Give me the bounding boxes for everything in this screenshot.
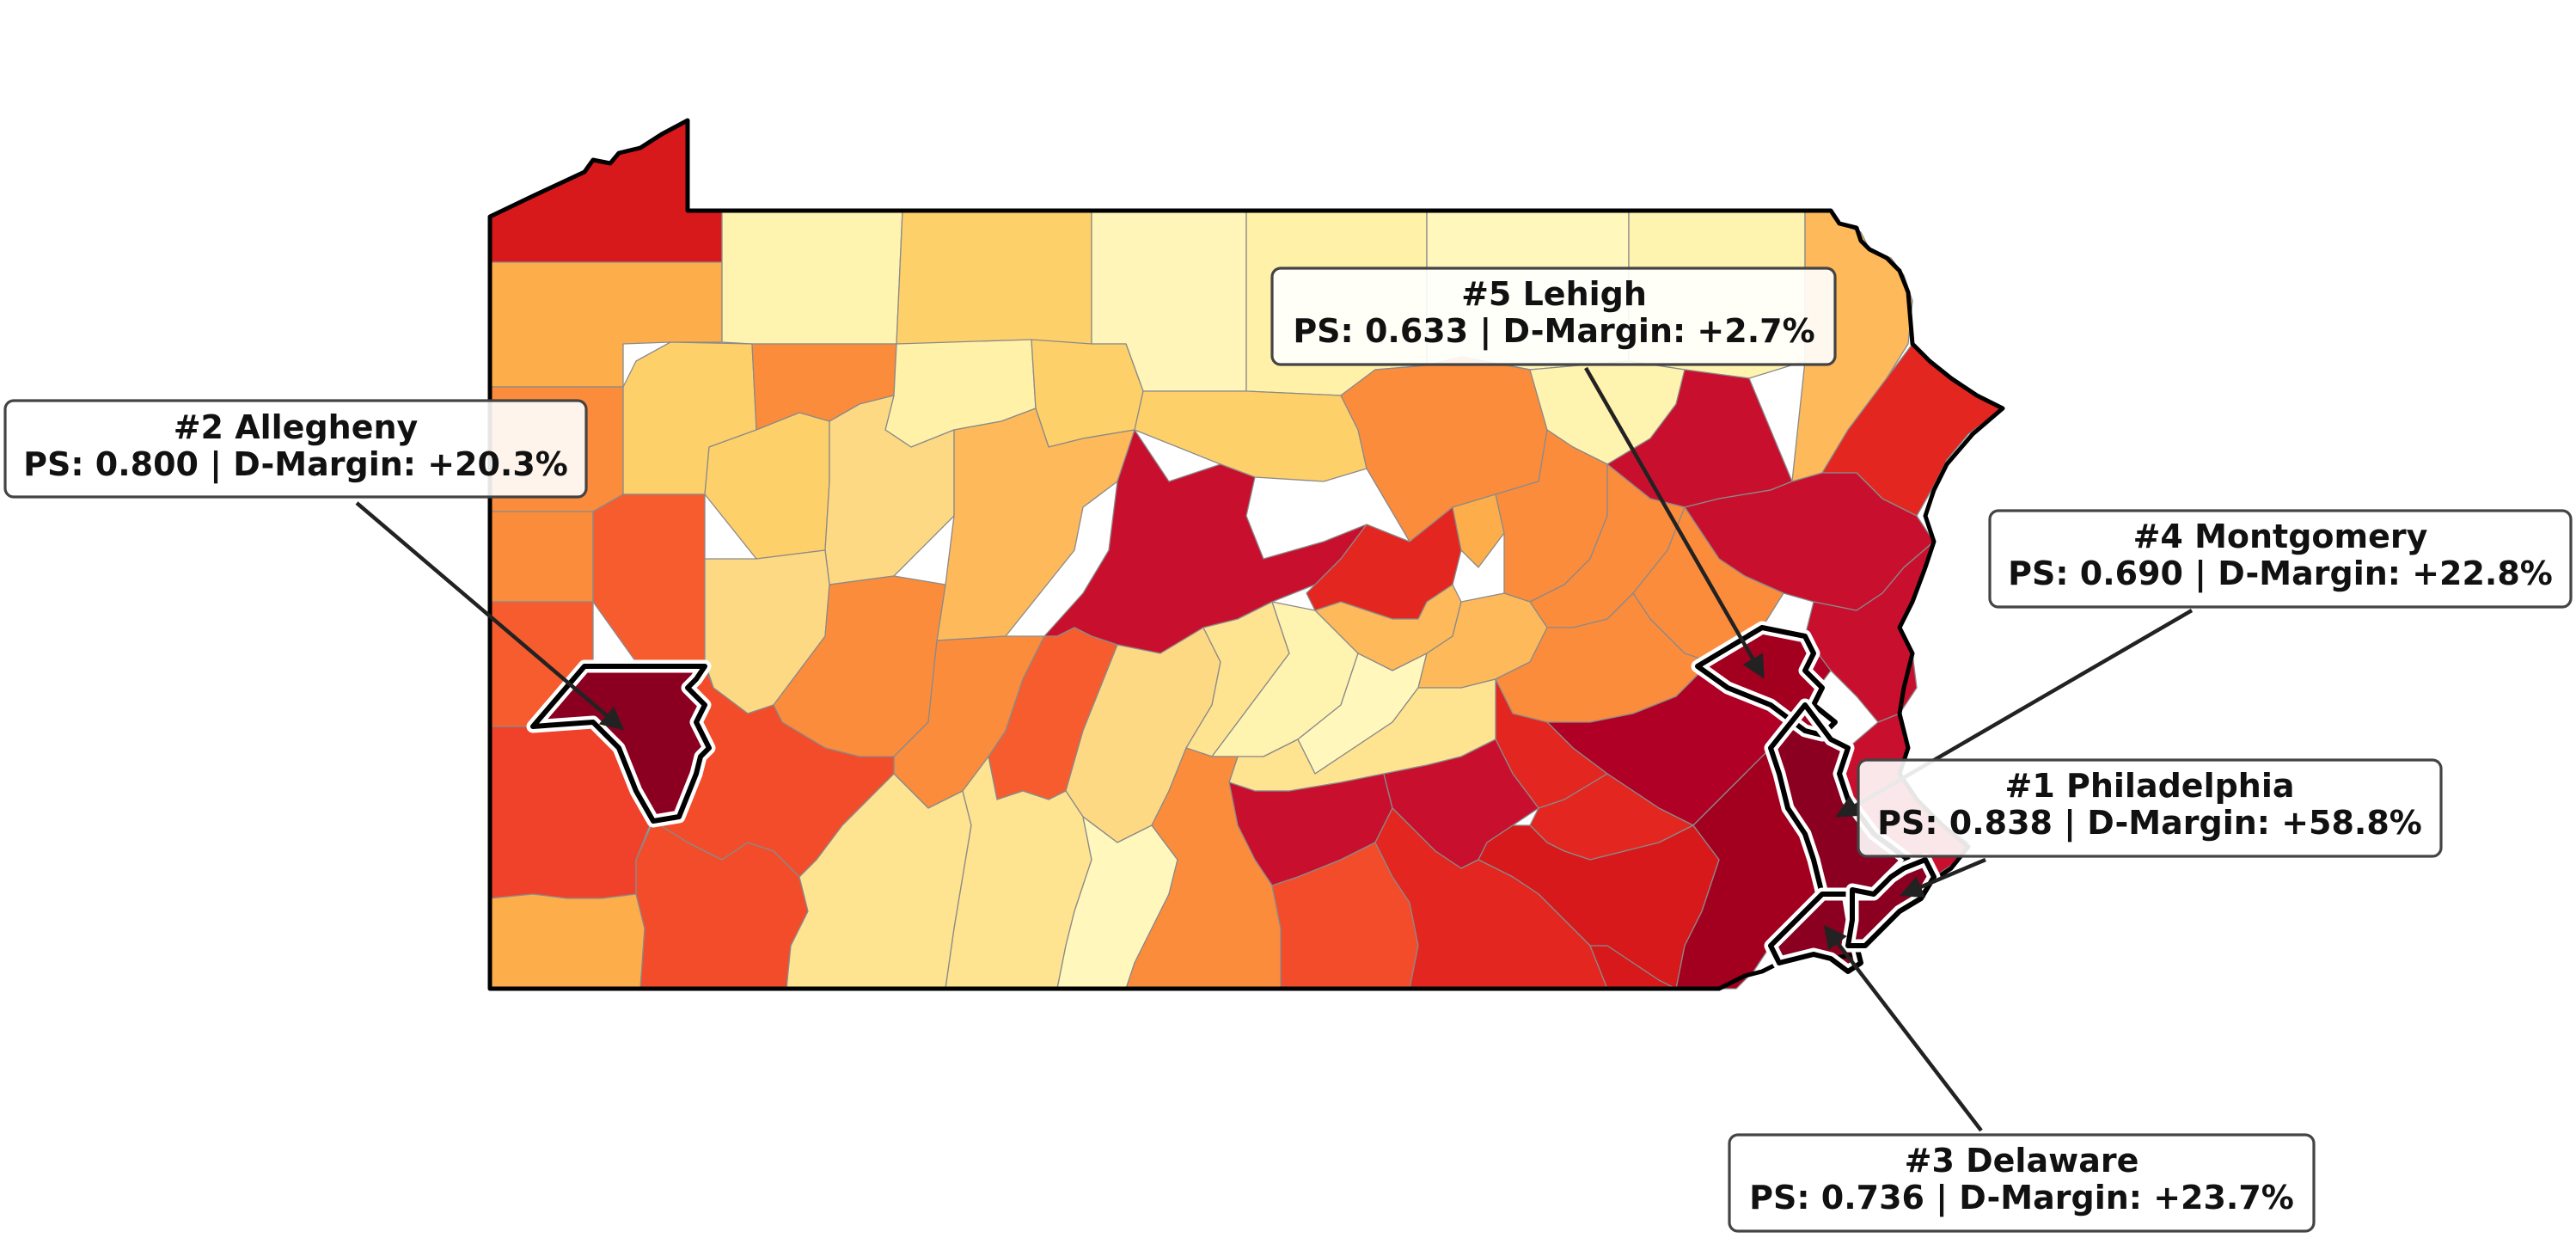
callout-allegheny: #2 Allegheny PS: 0.800 | D-Margin: +20.3… xyxy=(3,399,588,499)
leader-allegheny xyxy=(355,501,625,731)
callout-stats: PS: 0.633 | D-Margin: +2.7% xyxy=(1293,312,1814,351)
county-butler xyxy=(592,493,706,663)
county-lycoming xyxy=(1134,390,1368,482)
callout-stats: PS: 0.690 | D-Margin: +22.8% xyxy=(2008,555,2553,593)
allegheny-outline xyxy=(530,664,712,824)
philadelphia-outline xyxy=(1845,857,1937,948)
county-york xyxy=(1374,807,1608,990)
callout-montgomery: #4 Montgomery PS: 0.690 | D-Margin: +22.… xyxy=(1988,509,2573,609)
highlight-layer xyxy=(526,621,1941,978)
callout-title: #3 Delaware xyxy=(1905,1142,2139,1180)
callout-title: #4 Montgomery xyxy=(2133,518,2428,555)
county-montour xyxy=(1452,493,1505,568)
county-layer xyxy=(489,120,2004,990)
leader-philadelphia xyxy=(1900,857,1986,898)
callout-stats: PS: 0.736 | D-Margin: +23.7% xyxy=(1749,1179,2294,1217)
county-greene xyxy=(489,893,646,990)
callout-title: #1 Philadelphia xyxy=(2004,767,2294,805)
lehigh-outline xyxy=(1695,625,1838,738)
leader-lehigh xyxy=(1584,366,1765,679)
callout-philadelphia: #1 Philadelphia PS: 0.838 | D-Margin: +5… xyxy=(1857,758,2443,858)
callout-lehigh: #5 Lehigh PS: 0.633 | D-Margin: +2.7% xyxy=(1270,267,1837,366)
callout-delaware: #3 Delaware PS: 0.736 | D-Margin: +23.7% xyxy=(1728,1133,2316,1233)
county-lawrence xyxy=(489,511,594,603)
callout-stats: PS: 0.800 | D-Margin: +20.3% xyxy=(23,445,568,484)
county-warren xyxy=(721,210,903,345)
county-mckean xyxy=(896,210,1092,345)
callout-title: #5 Lehigh xyxy=(1461,275,1647,313)
callout-stats: PS: 0.838 | D-Margin: +58.8% xyxy=(1877,804,2422,843)
leader-delaware xyxy=(1823,924,1983,1132)
callout-title: #2 Allegheny xyxy=(174,408,419,446)
